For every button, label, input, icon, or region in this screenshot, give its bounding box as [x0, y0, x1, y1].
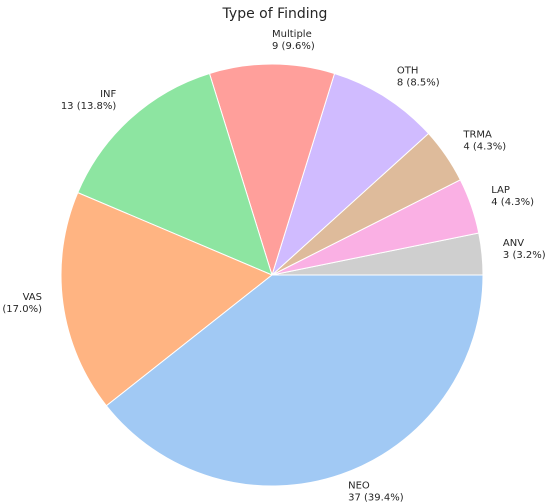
value-label: 3 (3.2%) — [503, 250, 546, 261]
slice-label: INF 13 (13.8%) — [61, 89, 117, 112]
pie-slice — [60, 191, 273, 407]
category-label: LAP — [491, 185, 510, 196]
chart-title: Type of Finding — [222, 6, 328, 22]
category-label: TRMA — [462, 130, 492, 141]
slice-label: VAS16 (17.0%) — [0, 292, 42, 315]
category-label: ANV — [503, 238, 524, 249]
category-label: OTH — [397, 65, 419, 76]
slice-label: NEO 37 (39.4%) — [348, 480, 404, 503]
value-label: 37 (39.4%) — [348, 492, 404, 503]
value-label: 13 (13.8%) — [61, 101, 117, 112]
category-label: INF — [100, 89, 116, 100]
category-label: NEO — [348, 480, 370, 491]
slice-label: Multiple 9 (9.6%) — [272, 29, 315, 52]
pie-slice — [270, 72, 430, 277]
value-label: 4 (4.3%) — [491, 197, 534, 208]
slice-label: LAP 4 (4.3%) — [491, 185, 534, 208]
category-label: Multiple — [272, 29, 312, 40]
value-label: 9 (9.6%) — [272, 41, 315, 52]
pie-slice — [105, 274, 484, 487]
pie-slice — [208, 63, 336, 277]
slice-label: OTH 8 (8.5%) — [397, 65, 440, 88]
value-label: 16 (17.0%) — [0, 304, 42, 315]
value-label: 4 (4.3%) — [463, 142, 506, 153]
category-label: VAS — [23, 292, 42, 303]
slice-label: ANV 3 (3.2%) — [503, 238, 546, 261]
value-label: 8 (8.5%) — [397, 77, 440, 88]
slice-label: TRMA 4 (4.3%) — [462, 130, 506, 153]
pie-slice — [77, 72, 273, 276]
